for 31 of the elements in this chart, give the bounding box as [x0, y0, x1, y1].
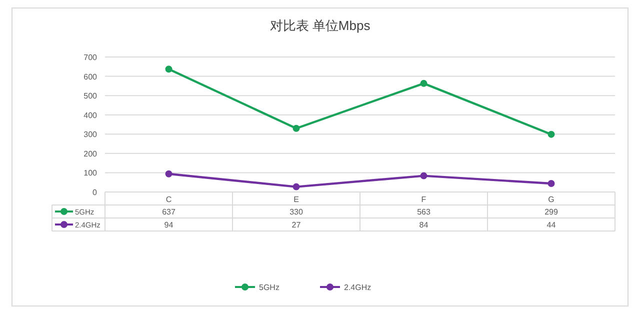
data-label: 637	[162, 208, 176, 216]
y-tick-label: 300	[84, 130, 98, 140]
data-label: 299	[544, 208, 558, 216]
data-label: 94	[164, 220, 174, 230]
data-label: 563	[417, 208, 431, 216]
point	[548, 180, 555, 188]
point	[292, 124, 300, 132]
y-tick-label: 600	[84, 72, 98, 82]
y-tick-label: 200	[84, 149, 98, 158]
data-label: 44	[546, 220, 556, 230]
data-label: 84	[419, 220, 429, 230]
text: 2.4GHz	[344, 283, 372, 292]
x-tick-label: F	[421, 195, 426, 204]
point	[548, 130, 555, 138]
point	[420, 172, 428, 180]
data-label: 27	[292, 220, 302, 230]
y-tick-label: 400	[84, 110, 98, 120]
x-tick-label: G	[548, 195, 554, 204]
data-label: 330	[290, 208, 304, 216]
point	[165, 170, 172, 178]
point	[292, 183, 300, 190]
y-tick-label: 100	[84, 168, 98, 178]
chart-title: 对比表 单位Mbps	[270, 18, 371, 33]
point	[165, 66, 172, 73]
x-tick-label: C	[166, 195, 172, 204]
point	[420, 80, 428, 87]
y-tick-label: 700	[84, 53, 98, 62]
y-tick-label: 500	[84, 92, 98, 101]
x-tick-label: E	[294, 195, 299, 204]
text: 5GHz	[259, 283, 280, 292]
y-tick-label: 0	[92, 188, 98, 197]
